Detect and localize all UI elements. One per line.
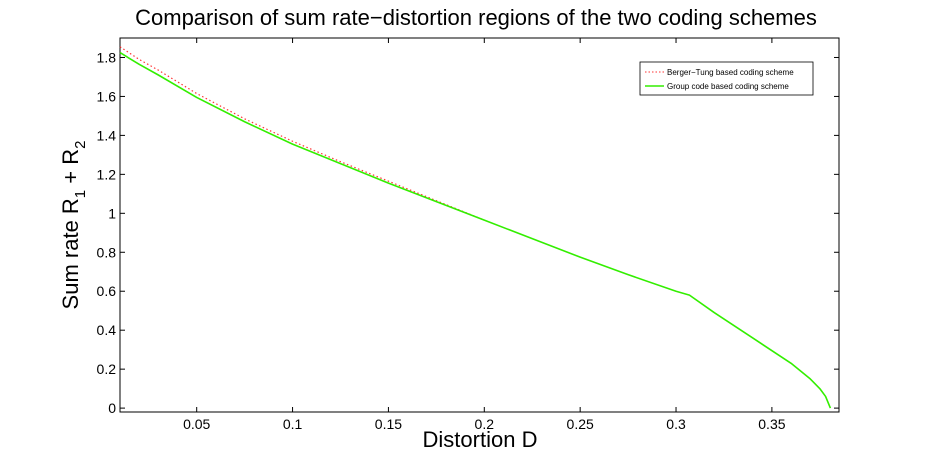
chart-title: Comparison of sum rate−distortion region…: [135, 5, 817, 30]
y-tick-label: 0.6: [97, 283, 117, 299]
y-axis-label-sub2: 2: [72, 141, 89, 149]
x-axis-label: Distortion D: [423, 427, 538, 452]
series-group: [119, 46, 832, 409]
y-axis-label-prefix: Sum rate R: [58, 198, 83, 309]
legend: Berger−Tung based coding scheme Group co…: [639, 61, 814, 96]
y-axis-label-mid: + R: [58, 149, 83, 190]
plot-area: [119, 37, 840, 413]
y-tick-label: 0.4: [97, 322, 117, 338]
series-line-group-code: [119, 51, 832, 409]
x-tick-label: 0.15: [375, 416, 402, 432]
y-tick-label: 1.4: [97, 127, 117, 143]
legend-label-berger-tung: Berger−Tung based coding scheme: [667, 68, 794, 77]
y-axis-label: Sum rate R1 + R2: [58, 141, 89, 310]
x-tick-label: 0.05: [183, 416, 210, 432]
legend-box: [639, 61, 814, 96]
y-tick-label: 1.2: [97, 166, 117, 182]
legend-label-group-code: Group code based coding scheme: [667, 82, 789, 91]
y-tick-label: 1.6: [97, 88, 117, 104]
x-tick-label: 0.2: [475, 416, 495, 432]
x-tick-label: 0.25: [567, 416, 594, 432]
y-axis-label-sub1: 1: [72, 190, 89, 198]
y-tick-label: 0.2: [97, 361, 117, 377]
y-axis: 0 0.2 0.4 0.6 0.8 1 1.2 1.4 1.6 1.8: [97, 49, 839, 416]
y-tick-label: 0: [108, 400, 116, 416]
x-tick-label: 0.3: [666, 416, 686, 432]
x-tick-label: 0.35: [758, 416, 785, 432]
x-axis: 0.05 0.1 0.15 0.2 0.25 0.3 0.35: [183, 38, 786, 432]
y-tick-label: 0.8: [97, 244, 117, 260]
y-tick-label: 1.8: [97, 49, 117, 65]
y-tick-label: 1: [108, 205, 116, 221]
x-tick-label: 0.1: [283, 416, 303, 432]
